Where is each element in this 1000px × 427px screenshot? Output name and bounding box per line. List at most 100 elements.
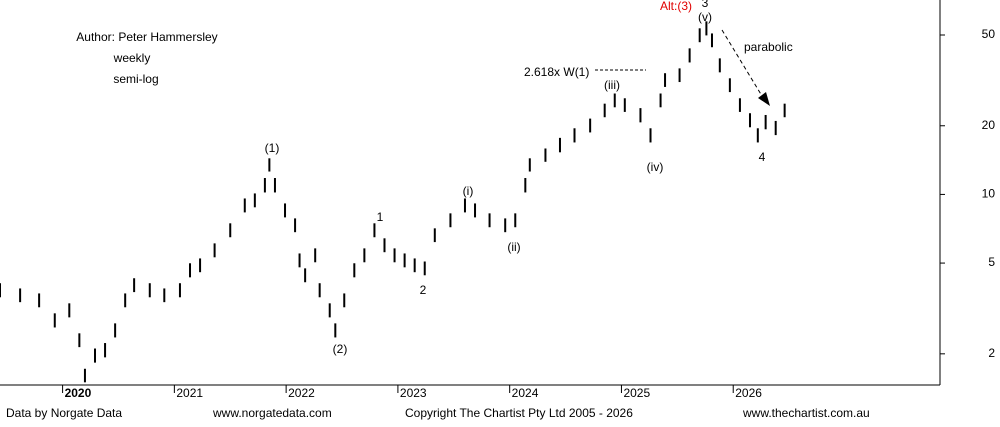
annotation: weekly [113,51,151,65]
price-bar [373,223,376,238]
price-bar [783,103,786,118]
annotation: semi-log [113,72,158,86]
y-tick-label: 5 [988,255,995,269]
price-bar [774,120,777,136]
price-bar [133,278,136,293]
price-bar [318,283,321,298]
annotation: parabolic [744,40,793,54]
price-bar [314,248,317,263]
price-bar [383,238,386,253]
price-bar [589,118,592,133]
price-bar [659,93,662,108]
price-bar [664,73,667,87]
price-bar [728,78,731,93]
price-bar [343,293,346,308]
price-bar [514,213,517,228]
x-tick-label: 2023 [400,386,427,400]
price-bar [718,58,721,73]
price-bar [284,203,287,218]
price-bar [524,178,527,193]
annotation: 2 [420,283,427,297]
price-bar [639,108,642,123]
price-bar [229,223,232,238]
price-bar [528,158,531,172]
arrow-head [758,92,770,106]
trend-arrow [721,29,763,97]
price-bar [199,258,202,273]
annotation: 2.618x W(1) [524,65,589,79]
price-bar [114,323,117,338]
x-tick-label: 2020 [65,386,92,400]
price-bar [544,148,547,162]
price-bar [393,248,396,263]
price-bar [449,213,452,228]
x-tick-label: 2025 [623,386,650,400]
price-bar [68,303,71,318]
price-bar [304,268,307,283]
price-bar [764,114,767,130]
price-bar [38,293,41,308]
price-bar [558,137,561,153]
price-bar [688,48,691,63]
price-bar [83,368,86,383]
price-bar [603,103,606,118]
x-tick-label: 2026 [735,386,762,400]
price-bar [423,261,426,276]
price-bar [353,263,356,278]
price-bar [78,333,81,348]
price-bar [504,218,507,233]
price-bar [698,28,701,43]
price-bar [294,218,297,233]
annotation: 4 [759,150,766,164]
price-bar [463,198,466,213]
price-bar [124,293,127,308]
price-bar [0,283,1,298]
annotation: (1) [265,141,280,155]
annotation: Author: Peter Hammersley [76,30,217,44]
annotation: 1 [377,210,384,224]
annotation: (ii) [507,240,520,254]
annotation: (v) [698,10,712,24]
price-bar [273,178,276,193]
price-bar [328,303,331,318]
footer-text: Copyright The Chartist Pty Ltd 2005 - 20… [405,406,633,420]
price-bar [756,128,759,143]
price-bar [474,203,477,218]
price-bar [748,113,751,128]
footer-text: www.norgatedata.com [212,406,332,420]
y-tick-label: 20 [982,118,996,132]
price-bar [488,213,491,228]
price-bar [334,323,337,338]
price-bar [19,288,22,303]
y-tick-label: 50 [982,27,996,41]
price-bar [710,33,713,48]
annotation: (2) [333,342,348,356]
annotation: (iii) [604,78,620,92]
price-bar [163,288,166,303]
price-bar [148,283,151,298]
x-tick-label: 2021 [176,386,203,400]
price-bar [573,128,576,143]
x-tick-label: 2024 [512,386,539,400]
price-bar [253,193,256,208]
annotation: (i) [463,184,474,198]
price-bar [738,98,741,112]
y-tick-label: 10 [982,187,996,201]
footer-text: Data by Norgate Data [6,406,122,420]
annotation: (iv) [647,160,664,174]
price-bar [298,253,301,268]
price-bar [268,158,271,172]
price-bar [104,343,107,358]
footer-text: www.thechartist.com.au [742,406,870,420]
price-bar [678,68,681,83]
price-bar [178,283,181,298]
price-bar [433,228,436,243]
price-bar [403,253,406,268]
price-bar [213,243,216,258]
x-tick-label: 2022 [288,386,315,400]
price-bar [53,313,56,328]
price-bar [705,21,708,36]
price-bar [189,263,192,278]
price-bar [649,128,652,143]
